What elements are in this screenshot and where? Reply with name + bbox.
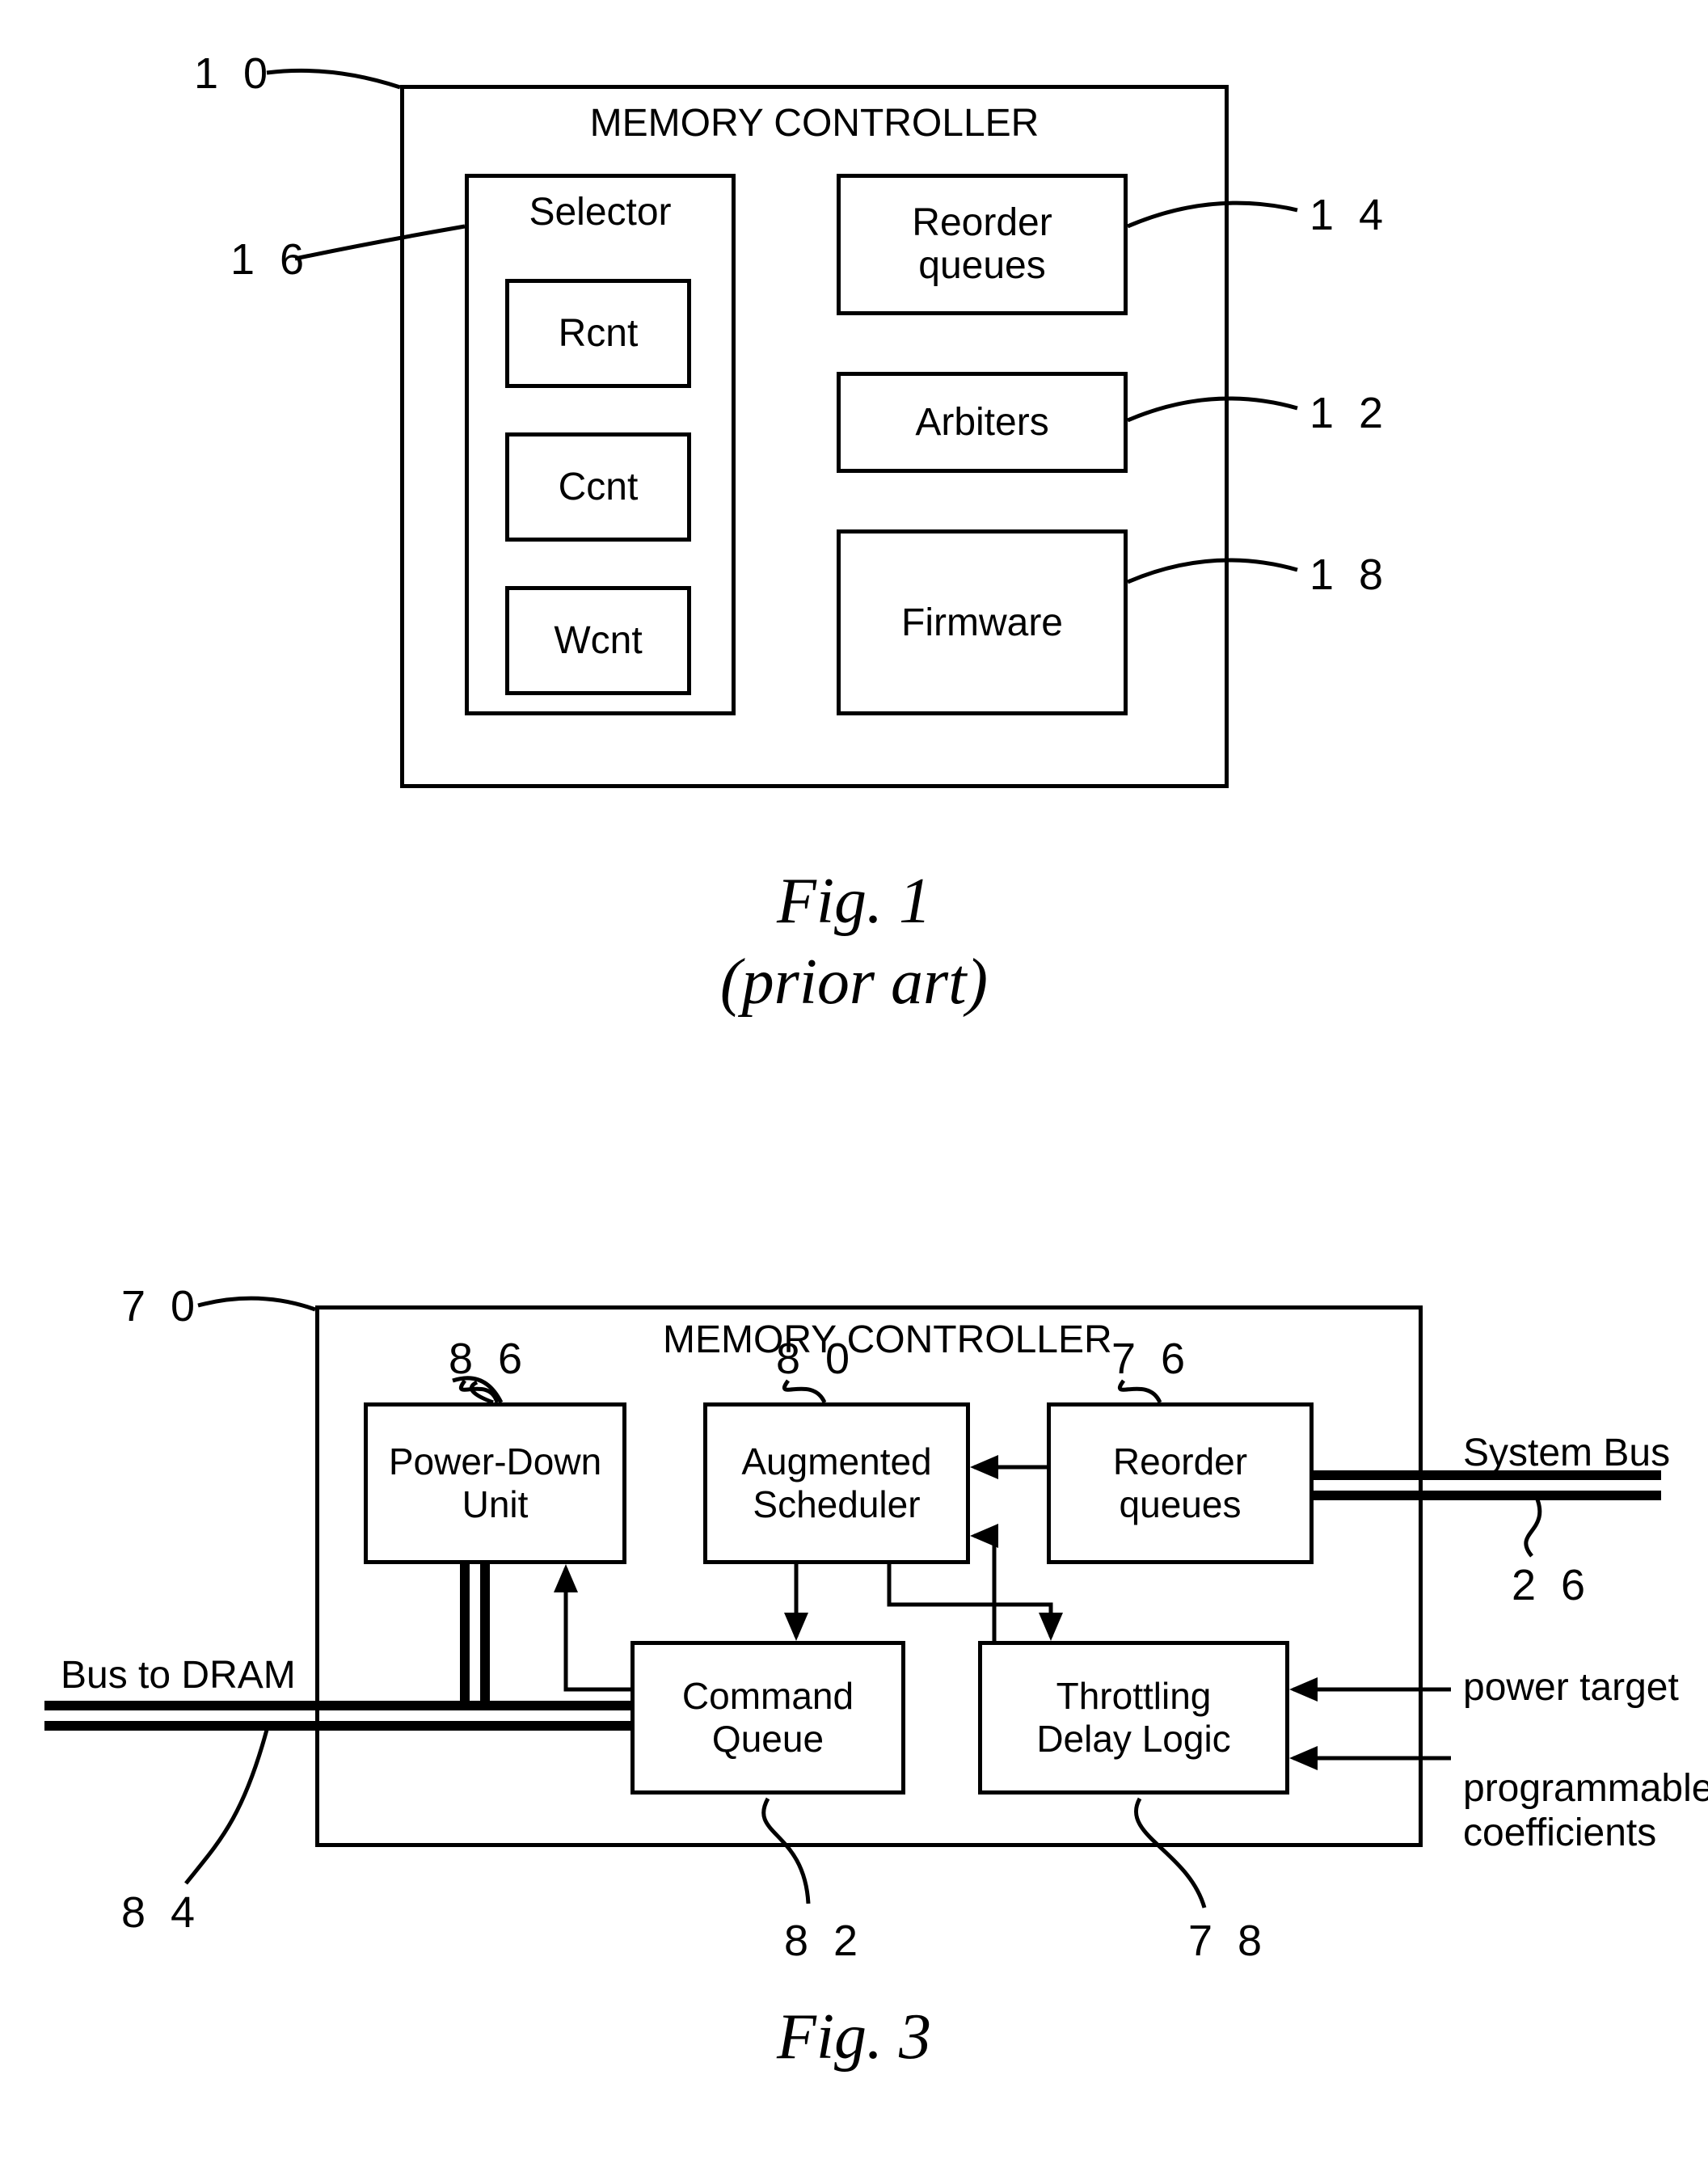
fig3-throttle-label: ThrottlingDelay Logic	[1036, 1675, 1230, 1761]
fig3-scheduler-box: AugmentedScheduler	[703, 1402, 970, 1564]
fig3-cmdqueue-box: CommandQueue	[630, 1641, 905, 1795]
fig3-bustodram-label: Bus to DRAM	[61, 1653, 296, 1698]
fig1-ccnt-label: Ccnt	[559, 465, 639, 509]
fig1-ref-10: 1 0	[194, 49, 274, 99]
fig3-ref-84: 8 4	[121, 1887, 201, 1938]
fig1-title: MEMORY CONTROLLER	[400, 101, 1229, 146]
fig1-arbiters-label: Arbiters	[915, 400, 1048, 445]
fig1-ref-12: 1 2	[1309, 388, 1390, 438]
fig3-caption: Fig. 3	[0, 2001, 1708, 2074]
fig1-reorder-box: Reorderqueues	[837, 174, 1128, 315]
fig3-systembus-label: System Bus	[1463, 1431, 1670, 1475]
fig1-ccnt-box: Ccnt	[505, 432, 691, 542]
fig3-powerdown-label: Power-DownUnit	[389, 1440, 601, 1526]
fig3-powertarget-label: power target	[1463, 1665, 1679, 1710]
fig3-ref-86: 8 6	[449, 1334, 529, 1384]
fig3-reorder-label: Reorderqueues	[1113, 1440, 1247, 1526]
fig1-firmware-label: Firmware	[901, 601, 1063, 645]
fig3-reorder-box: Reorderqueues	[1047, 1402, 1314, 1564]
fig1-caption-line2: (prior art)	[0, 946, 1708, 1019]
fig3-ref-70: 7 0	[121, 1281, 201, 1331]
fig1-ref-14: 1 4	[1309, 190, 1390, 240]
fig1-wcnt-label: Wcnt	[554, 618, 642, 663]
fig3-title: MEMORY CONTROLLER	[663, 1318, 1083, 1362]
fig3-ref-78: 7 8	[1188, 1916, 1268, 1966]
fig1-reorder-label: Reorderqueues	[912, 202, 1052, 288]
diagram-canvas: MEMORY CONTROLLER Selector Rcnt Ccnt Wcn…	[0, 0, 1708, 2172]
fig3-powerdown-box: Power-DownUnit	[364, 1402, 626, 1564]
fig1-firmware-box: Firmware	[837, 529, 1128, 715]
fig1-ref-16: 1 6	[230, 234, 310, 285]
fig1-rcnt-label: Rcnt	[559, 311, 639, 356]
fig3-cmdqueue-label: CommandQueue	[682, 1675, 854, 1761]
fig3-ref-80: 8 0	[776, 1334, 856, 1384]
fig3-ref-76: 7 6	[1111, 1334, 1191, 1384]
fig1-ref-18: 1 8	[1309, 550, 1390, 600]
fig1-rcnt-box: Rcnt	[505, 279, 691, 388]
fig3-scheduler-label: AugmentedScheduler	[741, 1440, 931, 1526]
fig1-arbiters-box: Arbiters	[837, 372, 1128, 473]
fig3-ref-82: 8 2	[784, 1916, 864, 1966]
fig1-selector-label: Selector	[465, 190, 736, 234]
fig3-throttle-box: ThrottlingDelay Logic	[978, 1641, 1289, 1795]
fig3-ref-26: 2 6	[1512, 1560, 1592, 1610]
fig1-caption-line1: Fig. 1	[0, 865, 1708, 938]
fig3-progcoef-label: programmablecoefficients	[1463, 1766, 1708, 1855]
fig1-wcnt-box: Wcnt	[505, 586, 691, 695]
